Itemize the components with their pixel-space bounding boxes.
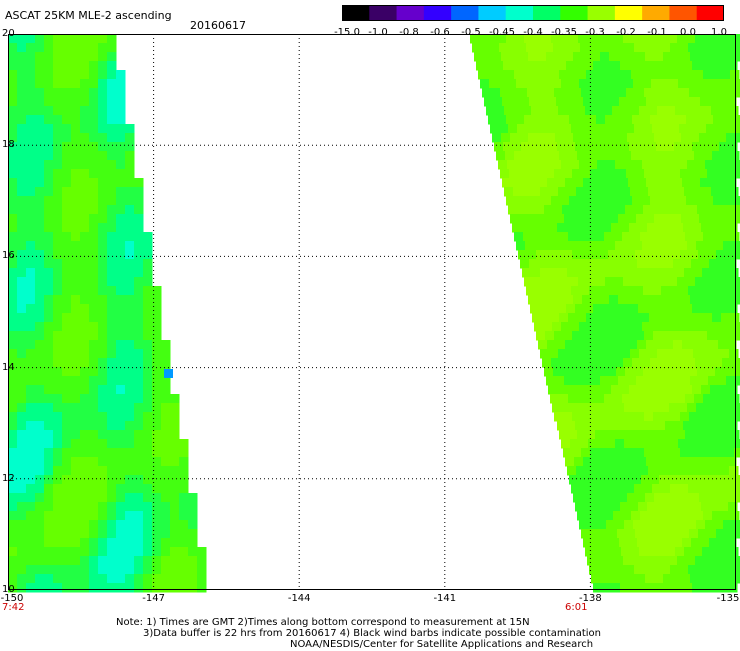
footer-note-1: Note: 1) Times are GMT 2)Times along bot… — [116, 617, 530, 628]
lon-tick-label: -135 — [716, 593, 740, 604]
colorbar-tick-label: -0.35 — [551, 27, 577, 38]
colorbar-tick-label: -0.4 — [523, 27, 543, 38]
colorbar-segment — [533, 5, 561, 21]
graticule — [8, 34, 736, 590]
colorbar-segment — [587, 5, 616, 21]
colorbar-tick-label: -15.0 — [334, 27, 360, 38]
colorbar-tick-label: -0.2 — [616, 27, 636, 38]
lat-tick-label: 12 — [2, 472, 15, 484]
colorbar-tick-label: -0.3 — [585, 27, 605, 38]
lon-tick-label: -147 — [142, 593, 165, 604]
lon-tick-label: -144 — [287, 593, 311, 604]
lon-tick-label: -150 — [0, 593, 24, 604]
lat-tick-label: 20 — [2, 28, 15, 39]
colorbar-segment — [369, 5, 398, 21]
right-swath — [470, 34, 740, 593]
colorbar-segment — [478, 5, 507, 21]
colorbar-segment — [451, 5, 480, 21]
lat-tick-label: 16 — [2, 250, 15, 262]
lat-tick-label: 18 — [2, 139, 15, 151]
colorbar-segment — [560, 5, 589, 21]
lat-tick-label: 14 — [2, 361, 15, 373]
colorbar-tick-label: -1.0 — [368, 27, 388, 38]
colorbar-segment — [342, 5, 370, 21]
colorbar-tick-label: 0.0 — [680, 27, 696, 38]
color-scale-bar — [342, 5, 724, 21]
colorbar-segment — [396, 5, 425, 21]
time-right: 6:01 — [565, 602, 588, 613]
lat-tick-label: 10 — [2, 584, 15, 595]
colorbar-tick-label: 1.0 — [711, 27, 727, 38]
colorbar-tick-label: -0.6 — [430, 27, 450, 38]
footer-note-2: 3)Data buffer is 22 hrs from 20160617 4)… — [143, 628, 601, 639]
footer-credit: NOAA/NESDIS/Center for Satellite Applica… — [290, 639, 594, 650]
map-title: ASCAT 25KM MLE-2 ascending — [5, 9, 172, 22]
colorbar-segment — [696, 5, 724, 21]
colorbar-tick-label: -0.8 — [399, 27, 419, 38]
colorbar-segment — [669, 5, 698, 21]
colorbar-segment — [505, 5, 534, 21]
time-left: 7:42 — [2, 602, 25, 613]
colorbar-tick-label: -0.1 — [647, 27, 667, 38]
colorbar-segment — [614, 5, 643, 21]
colorbar-segment — [423, 5, 452, 21]
map-date: 20160617 — [190, 19, 246, 32]
lon-tick-label: -141 — [433, 593, 457, 604]
colorbar-tick-label: -0.45 — [489, 27, 515, 38]
lon-tick-label: -138 — [579, 593, 602, 604]
colorbar-segment — [642, 5, 671, 21]
colorbar-tick-label: -0.5 — [461, 27, 481, 38]
left-swath — [8, 34, 207, 593]
